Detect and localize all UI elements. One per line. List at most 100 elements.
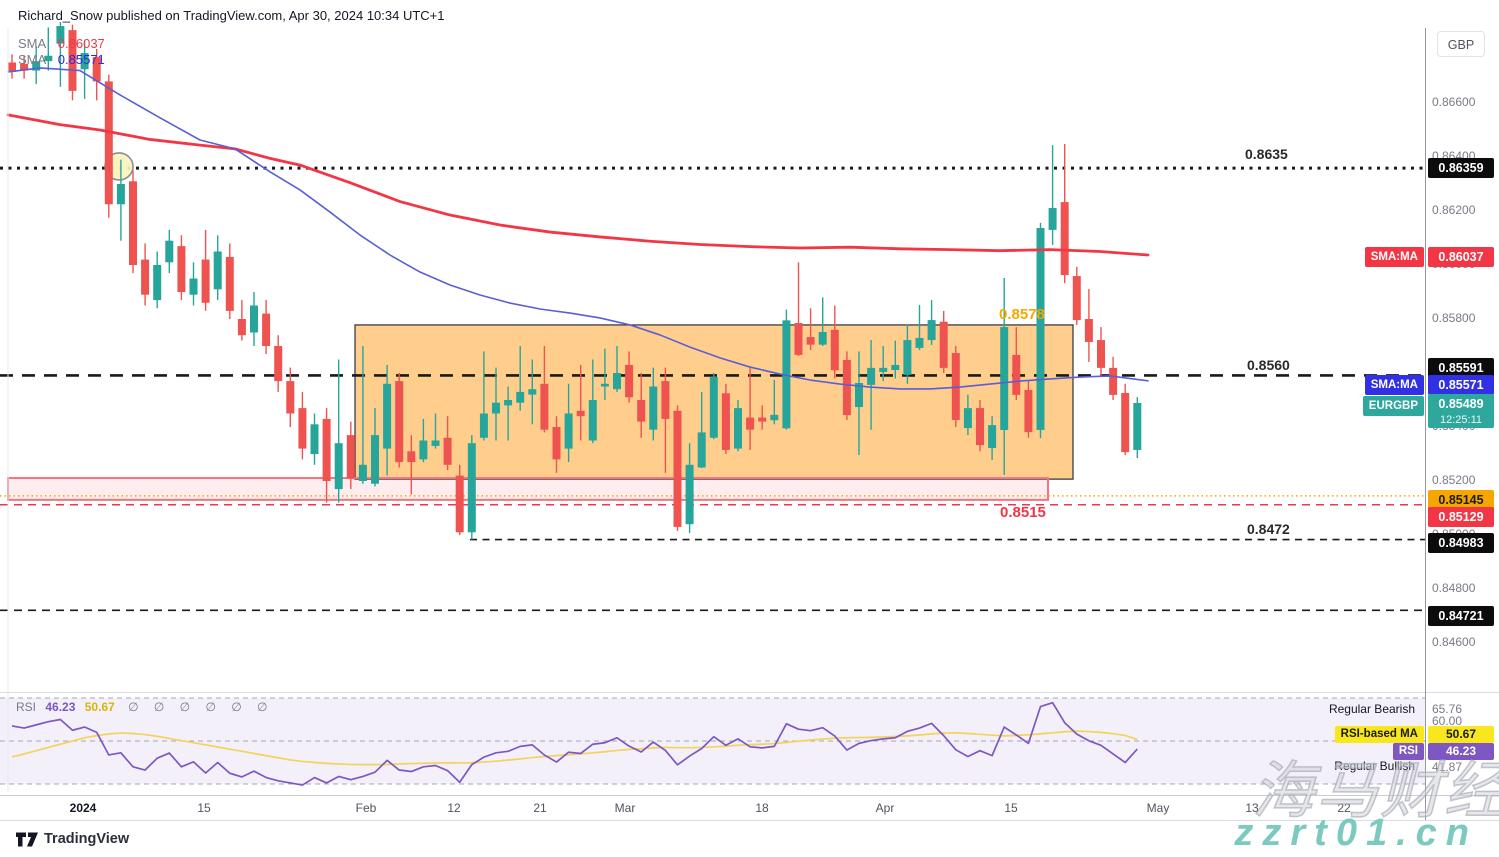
candle-up xyxy=(56,26,65,44)
rsi-line[interactable] xyxy=(11,701,1138,786)
candle-up xyxy=(963,408,972,429)
candle-down xyxy=(8,62,16,72)
candle-down xyxy=(661,381,670,419)
time-tick-May: May xyxy=(1146,801,1170,815)
candle-up xyxy=(855,382,863,408)
candle-up xyxy=(734,408,742,449)
candle-up xyxy=(32,61,41,71)
candle-up xyxy=(358,464,367,481)
candle-down xyxy=(576,410,585,417)
candle-up xyxy=(782,320,791,429)
candle-up xyxy=(189,278,198,295)
candle-up xyxy=(116,184,125,205)
candle-down xyxy=(1121,392,1130,453)
alert-label-red: 0.85129 xyxy=(1428,507,1494,527)
annotation-0.8560[interactable]: 0.8560 xyxy=(1247,357,1290,373)
price-tick-0.86200: 0.86200 xyxy=(1432,203,1476,217)
candle-down xyxy=(976,408,984,446)
candle-down xyxy=(673,410,682,527)
time-tick-13: 13 xyxy=(1245,801,1259,815)
candle-up xyxy=(818,331,827,345)
rsi-ma-value: 50.67 xyxy=(84,700,115,714)
rsi-value: 46.23 xyxy=(45,700,76,714)
annotation-0.8515[interactable]: 0.8515 xyxy=(1000,504,1046,521)
sma-fast-line[interactable] xyxy=(7,67,1149,390)
candle-up xyxy=(80,53,89,70)
candle-up xyxy=(927,320,936,341)
rsi-tick-60: 60.00 xyxy=(1432,714,1463,728)
time-tick-15: 15 xyxy=(1004,801,1018,815)
candle-up xyxy=(492,402,500,414)
annotation-0.8635[interactable]: 0.8635 xyxy=(1245,146,1288,162)
price-tick-0.85200: 0.85200 xyxy=(1432,473,1476,487)
rsi-axis-value: 46.23 xyxy=(1428,743,1494,760)
candle-up xyxy=(697,432,706,468)
candle-down xyxy=(1060,202,1069,275)
sma-fast-label: SMA xyxy=(18,52,47,67)
publish-header: Richard_Snow published on TradingView.co… xyxy=(18,8,445,23)
candle-up xyxy=(431,440,440,446)
last-price-label: 0.85489 12:25:11 xyxy=(1428,394,1494,428)
candle-down xyxy=(540,383,549,430)
candle-up xyxy=(334,443,343,490)
candle-up xyxy=(891,364,900,371)
candle-down xyxy=(830,329,839,371)
price-tick-0.86600: 0.86600 xyxy=(1432,95,1476,109)
regular-bearish-label: Regular Bearish xyxy=(1328,702,1415,716)
time-tick-15: 15 xyxy=(197,801,211,815)
candle-up xyxy=(165,240,174,263)
axis-label-resistance: 0.86359 xyxy=(1428,158,1494,178)
sma-fast-value: 0.85571 xyxy=(57,52,105,67)
currency-toggle-button[interactable]: GBP xyxy=(1437,31,1485,57)
watermark-url: zzrt01.cn xyxy=(1234,812,1478,854)
sma-slow-line[interactable] xyxy=(6,113,1150,257)
rsi-label: RSI xyxy=(16,700,37,714)
rsi-ma-axis-value: 50.67 xyxy=(1428,726,1494,743)
rsi-axis-tag: RSI xyxy=(1392,743,1424,760)
time-tick-18: 18 xyxy=(755,801,769,815)
rsi-ma-line[interactable] xyxy=(11,730,1138,766)
indicator-legend[interactable]: SMA 0.86037 SMA 0.85571 xyxy=(18,36,105,68)
candle-up xyxy=(383,383,392,449)
candle-up xyxy=(516,391,525,403)
candle-up xyxy=(685,464,694,525)
candle-down xyxy=(721,393,730,450)
candle-up xyxy=(153,265,162,301)
candle-down xyxy=(842,360,851,416)
supply-zone[interactable] xyxy=(7,477,1049,501)
time-tick-22: 22 xyxy=(1337,801,1351,815)
alert-label-orange: 0.85145 xyxy=(1428,490,1494,510)
sma-slow-value: 0.86037 xyxy=(57,36,105,51)
time-tick-21: 21 xyxy=(533,801,547,815)
price-tick-0.84800: 0.84800 xyxy=(1432,581,1476,595)
candle-down xyxy=(455,475,464,533)
last-price-value: 0.85489 xyxy=(1438,397,1484,411)
candle-down xyxy=(201,259,210,303)
candle-up xyxy=(988,425,997,449)
candle-up xyxy=(915,337,924,348)
candle-down xyxy=(552,427,561,460)
candle-up xyxy=(310,424,319,454)
candle-down xyxy=(1072,276,1081,321)
candle-up xyxy=(867,367,876,385)
rsi-tick-bullish: 41.87 xyxy=(1432,760,1463,774)
regular-bullish-label: Regular Bullish xyxy=(1334,759,1415,773)
candle-up xyxy=(770,414,779,421)
tradingview-brand[interactable]: TradingView xyxy=(16,831,129,847)
sma-fast-legend-row: SMA 0.85571 xyxy=(18,52,105,68)
time-tick-Feb: Feb xyxy=(355,801,377,815)
annotation-0.8472[interactable]: 0.8472 xyxy=(1247,521,1290,537)
time-tick-Mar: Mar xyxy=(614,801,636,815)
candle-up xyxy=(1048,208,1057,230)
symbol-axis-tag: EURGBP xyxy=(1362,396,1424,416)
annotation-0.8578[interactable]: 0.8578 xyxy=(999,306,1045,323)
candle-up xyxy=(709,377,718,438)
candle-down xyxy=(237,319,246,336)
candle-up xyxy=(879,367,888,372)
candle-up xyxy=(479,413,488,438)
sma-fast-axis-value: 0.85571 xyxy=(1428,375,1494,395)
candle-down xyxy=(758,417,767,422)
rsi-legend[interactable]: RSI 46.23 50.67 ∅ ∅ ∅ ∅ ∅ ∅ xyxy=(16,700,274,714)
